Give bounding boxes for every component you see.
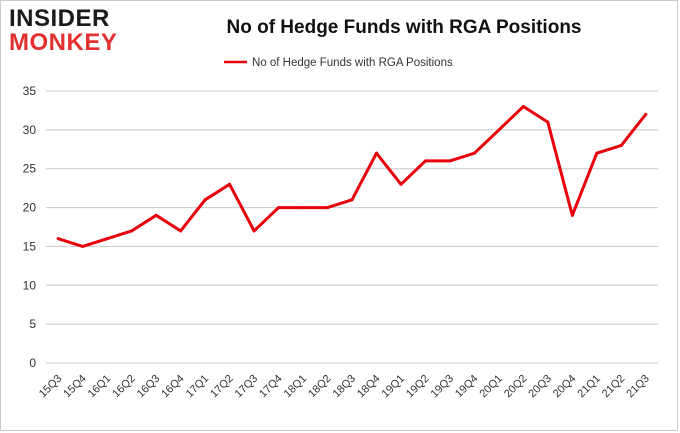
data-point — [154, 213, 158, 217]
data-point — [252, 229, 256, 233]
x-tick-label: 21Q3 — [624, 373, 652, 401]
x-tick-label: 21Q1 — [575, 373, 603, 401]
y-tick-label: 35 — [23, 84, 37, 98]
x-tick-label: 16Q4 — [159, 373, 187, 401]
data-point — [203, 198, 207, 202]
x-tick-label: 17Q2 — [208, 373, 236, 401]
data-point — [56, 237, 60, 241]
y-tick-label: 5 — [29, 317, 36, 331]
data-point — [521, 105, 525, 109]
data-point — [619, 143, 623, 147]
y-tick-label: 10 — [23, 278, 37, 292]
x-tick-label: 18Q2 — [306, 373, 334, 401]
x-tick-label: 17Q1 — [184, 373, 212, 401]
data-point — [448, 159, 452, 163]
x-tick-label: 18Q4 — [355, 373, 383, 401]
data-point — [399, 182, 403, 186]
series-line-0 — [56, 105, 648, 248]
data-point — [374, 151, 378, 155]
gridlines — [46, 90, 658, 364]
chart-title: No of Hedge Funds with RGA Positions — [226, 17, 582, 38]
data-point — [497, 128, 501, 132]
legend: No of Hedge Funds with RGA Positions — [224, 57, 453, 69]
x-tick-label: 16Q3 — [135, 373, 163, 401]
x-tick-label: 19Q4 — [453, 373, 481, 401]
x-tick-label: 16Q1 — [86, 373, 114, 401]
data-point — [423, 159, 427, 163]
x-tick-label: 20Q4 — [551, 373, 579, 401]
data-point — [179, 229, 183, 233]
x-tick-label: 20Q3 — [526, 373, 554, 401]
y-tick-label: 20 — [23, 201, 37, 215]
x-tick-label: 20Q1 — [477, 373, 505, 401]
x-tick-label: 20Q2 — [502, 373, 530, 401]
data-point — [644, 112, 648, 116]
legend-label: No of Hedge Funds with RGA Positions — [252, 57, 453, 69]
data-point — [228, 182, 232, 186]
data-point — [546, 120, 550, 124]
x-axis-tick-labels: 15Q315Q416Q116Q216Q316Q417Q117Q217Q317Q4… — [37, 373, 652, 401]
y-tick-label: 0 — [29, 356, 36, 370]
x-tick-label: 19Q1 — [380, 373, 408, 401]
x-tick-label: 15Q4 — [61, 373, 89, 401]
y-axis-tick-labels: 0 5 10 15 20 25 30 35 — [23, 84, 37, 370]
series-group — [56, 105, 648, 248]
data-point — [130, 229, 134, 233]
x-tick-label: 17Q3 — [233, 373, 261, 401]
data-point — [301, 206, 305, 210]
logo-line-2: MONKEY — [9, 29, 118, 56]
data-point — [350, 198, 354, 202]
x-tick-label: 19Q2 — [404, 373, 432, 401]
logo-line-1: INSIDER — [9, 5, 110, 32]
insider-monkey-logo: INSIDER MONKEY — [9, 7, 129, 55]
data-point — [277, 206, 281, 210]
data-point — [595, 151, 599, 155]
x-tick-label: 16Q2 — [110, 373, 138, 401]
data-point — [570, 213, 574, 217]
y-tick-label: 30 — [23, 123, 37, 137]
x-tick-label: 18Q3 — [331, 373, 359, 401]
x-tick-label: 17Q4 — [257, 373, 285, 401]
data-point — [81, 244, 85, 248]
data-point — [105, 237, 109, 241]
data-point — [326, 206, 330, 210]
x-tick-label: 15Q3 — [37, 373, 65, 401]
x-tick-label: 18Q1 — [282, 373, 310, 401]
x-tick-label: 21Q2 — [600, 373, 628, 401]
data-point — [472, 151, 476, 155]
y-tick-label: 25 — [23, 162, 37, 176]
y-tick-label: 15 — [23, 239, 37, 253]
x-tick-label: 19Q3 — [429, 373, 457, 401]
